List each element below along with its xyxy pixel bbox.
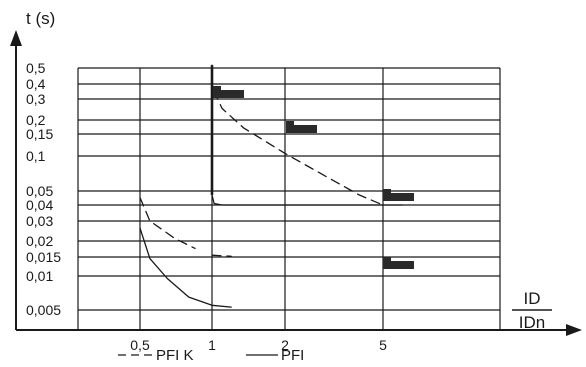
y-tick-label: 0,005 (26, 302, 61, 318)
y-tick-label: 0,04 (26, 197, 53, 213)
flag-marker-icon (383, 189, 414, 201)
pfi-k-curve-segment (213, 90, 384, 206)
x-tick-label: 1 (208, 337, 216, 353)
y-tick-labels: 0,50,40,3 0,20,15 0,1 0,050,040,03 0,020,015… (26, 60, 61, 318)
flag-marker-icon (286, 121, 317, 133)
axes (10, 30, 582, 336)
legend-label-pfi: PFI (281, 347, 304, 364)
pfi-k-curve-segment (139, 196, 196, 250)
x-tick-label: 5 (379, 337, 387, 353)
y-tick-label: 0,015 (26, 249, 61, 265)
y-axis-arrow-icon (10, 30, 22, 46)
x-tick-labels: 0,5 1 2 5 (130, 337, 387, 353)
pfi-curve-segment (139, 227, 232, 308)
y-tick-label: 0,3 (26, 91, 46, 107)
pfi-curve-segment (211, 64, 404, 206)
x-axis-label-denominator: IDn (519, 313, 545, 332)
y-tick-label: 0,4 (26, 76, 46, 92)
curves (139, 64, 404, 308)
y-tick-label: 0,5 (26, 60, 46, 76)
pfi-k-curve-segment (211, 254, 232, 257)
x-tick-label: 2 (281, 337, 289, 353)
y-tick-label: 0,02 (26, 233, 53, 249)
flag-marker-icon (383, 257, 414, 269)
y-axis-label: t (s) (26, 9, 55, 28)
x-axis-label-numerator: ID (524, 289, 541, 308)
y-tick-label: 0,2 (26, 112, 46, 128)
markers (213, 86, 414, 269)
x-tick-label: 0,5 (130, 337, 150, 353)
x-axis-arrow-icon (566, 324, 582, 336)
y-tick-label: 0,05 (26, 183, 53, 199)
y-tick-label: 0,1 (26, 148, 46, 164)
y-tick-label: 0,15 (26, 126, 53, 142)
y-tick-label: 0,03 (26, 213, 53, 229)
legend: PFI K PFI (118, 347, 304, 364)
grid (77, 67, 501, 330)
y-tick-label: 0,01 (26, 268, 53, 284)
legend-label-pfi-k: PFI K (156, 347, 194, 364)
flag-marker-icon (213, 86, 244, 98)
